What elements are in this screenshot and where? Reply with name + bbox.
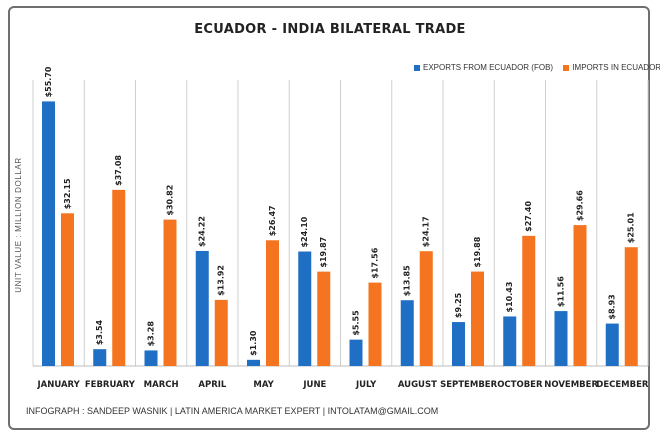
bar-exports-july xyxy=(349,339,363,366)
label-imports-may: $26.47 xyxy=(268,205,277,236)
chart-legend: EXPORTS FROM ECUADOR (FOB) IMPORTS IN EC… xyxy=(414,63,660,73)
bar-exports-august xyxy=(400,300,414,366)
bar-imports-january xyxy=(61,213,74,366)
label-imports-october: $27.40 xyxy=(524,201,533,232)
label-exports-may: $1.30 xyxy=(249,330,258,356)
bar-exports-october xyxy=(503,316,517,366)
bar-imports-june xyxy=(317,271,331,366)
bar-exports-september xyxy=(452,322,465,366)
x-tick-september: SEPTEMBER xyxy=(440,380,498,390)
label-imports-july: $17.56 xyxy=(371,247,380,278)
legend-label-exports: EXPORTS FROM ECUADOR (FOB) xyxy=(423,63,554,72)
bar-imports-february xyxy=(112,189,126,366)
bar-imports-november xyxy=(573,225,587,366)
bar-exports-april xyxy=(195,250,209,366)
bar-exports-june xyxy=(298,251,312,366)
bar-imports-march xyxy=(163,219,177,366)
label-exports-march: $3.28 xyxy=(147,321,156,347)
label-imports-february: $37.08 xyxy=(114,155,123,186)
x-tick-june: JUNE xyxy=(302,380,326,390)
bar-exports-may xyxy=(247,359,260,366)
label-exports-december: $8.93 xyxy=(608,294,617,319)
bar-exports-january xyxy=(42,101,55,367)
legend-label-imports: IMPORTS IN ECUADOR (CIF) xyxy=(572,63,660,72)
bar-imports-september xyxy=(471,271,484,366)
label-exports-july: $5.55 xyxy=(352,310,361,336)
x-tick-december: DECEMBER xyxy=(596,380,649,390)
label-exports-june: $24.10 xyxy=(300,216,309,247)
x-tick-july: JULY xyxy=(355,380,377,390)
bar-imports-october xyxy=(522,235,536,366)
bar-exports-march xyxy=(144,350,158,366)
bar-imports-april xyxy=(214,299,228,366)
x-tick-january: JANUARY xyxy=(36,380,80,390)
label-imports-september: $19.88 xyxy=(473,236,482,267)
x-tick-november: NOVEMBER xyxy=(544,380,598,390)
label-exports-april: $24.22 xyxy=(198,216,207,247)
x-tick-august: AUGUST xyxy=(398,380,437,390)
label-imports-march: $30.82 xyxy=(166,185,175,216)
label-exports-november: $11.56 xyxy=(557,276,566,307)
legend-swatch-imports xyxy=(563,64,570,71)
label-exports-january: $55.70 xyxy=(44,66,53,97)
bar-exports-february xyxy=(93,349,107,366)
bar-imports-august xyxy=(419,251,433,366)
x-tick-march: MARCH xyxy=(144,380,179,390)
x-tick-april: APRIL xyxy=(198,380,227,390)
chart-title: ECUADOR - INDIA BILATERAL TRADE xyxy=(194,22,466,37)
bar-imports-july xyxy=(368,282,382,366)
x-tick-october: OCTOBER xyxy=(497,380,543,390)
label-imports-january: $32.15 xyxy=(63,178,72,209)
label-imports-december: $25.01 xyxy=(627,212,636,243)
bar-exports-december xyxy=(605,323,619,366)
x-tick-may: MAY xyxy=(253,380,274,390)
x-tick-february: FEBRUARY xyxy=(85,380,136,390)
bar-exports-november xyxy=(554,311,568,366)
label-exports-august: $13.85 xyxy=(403,265,412,296)
bar-imports-december xyxy=(624,247,638,366)
label-imports-april: $13.92 xyxy=(217,265,226,296)
legend-swatch-exports xyxy=(414,64,420,71)
label-exports-february: $3.54 xyxy=(95,319,104,345)
label-exports-september: $9.25 xyxy=(454,292,463,318)
bar-imports-may xyxy=(266,240,279,366)
legend-item-exports: EXPORTS FROM ECUADOR (FOB) xyxy=(414,63,553,72)
label-exports-october: $10.43 xyxy=(505,282,514,313)
footer-credit: INFOGRAPH : SANDEEP WASNIK | LATIN AMERI… xyxy=(26,406,439,416)
label-imports-august: $24.17 xyxy=(422,216,431,247)
legend-item-imports: IMPORTS IN ECUADOR (CIF) xyxy=(563,63,660,72)
label-imports-june: $19.87 xyxy=(319,237,328,268)
label-imports-november: $29.66 xyxy=(576,190,585,221)
